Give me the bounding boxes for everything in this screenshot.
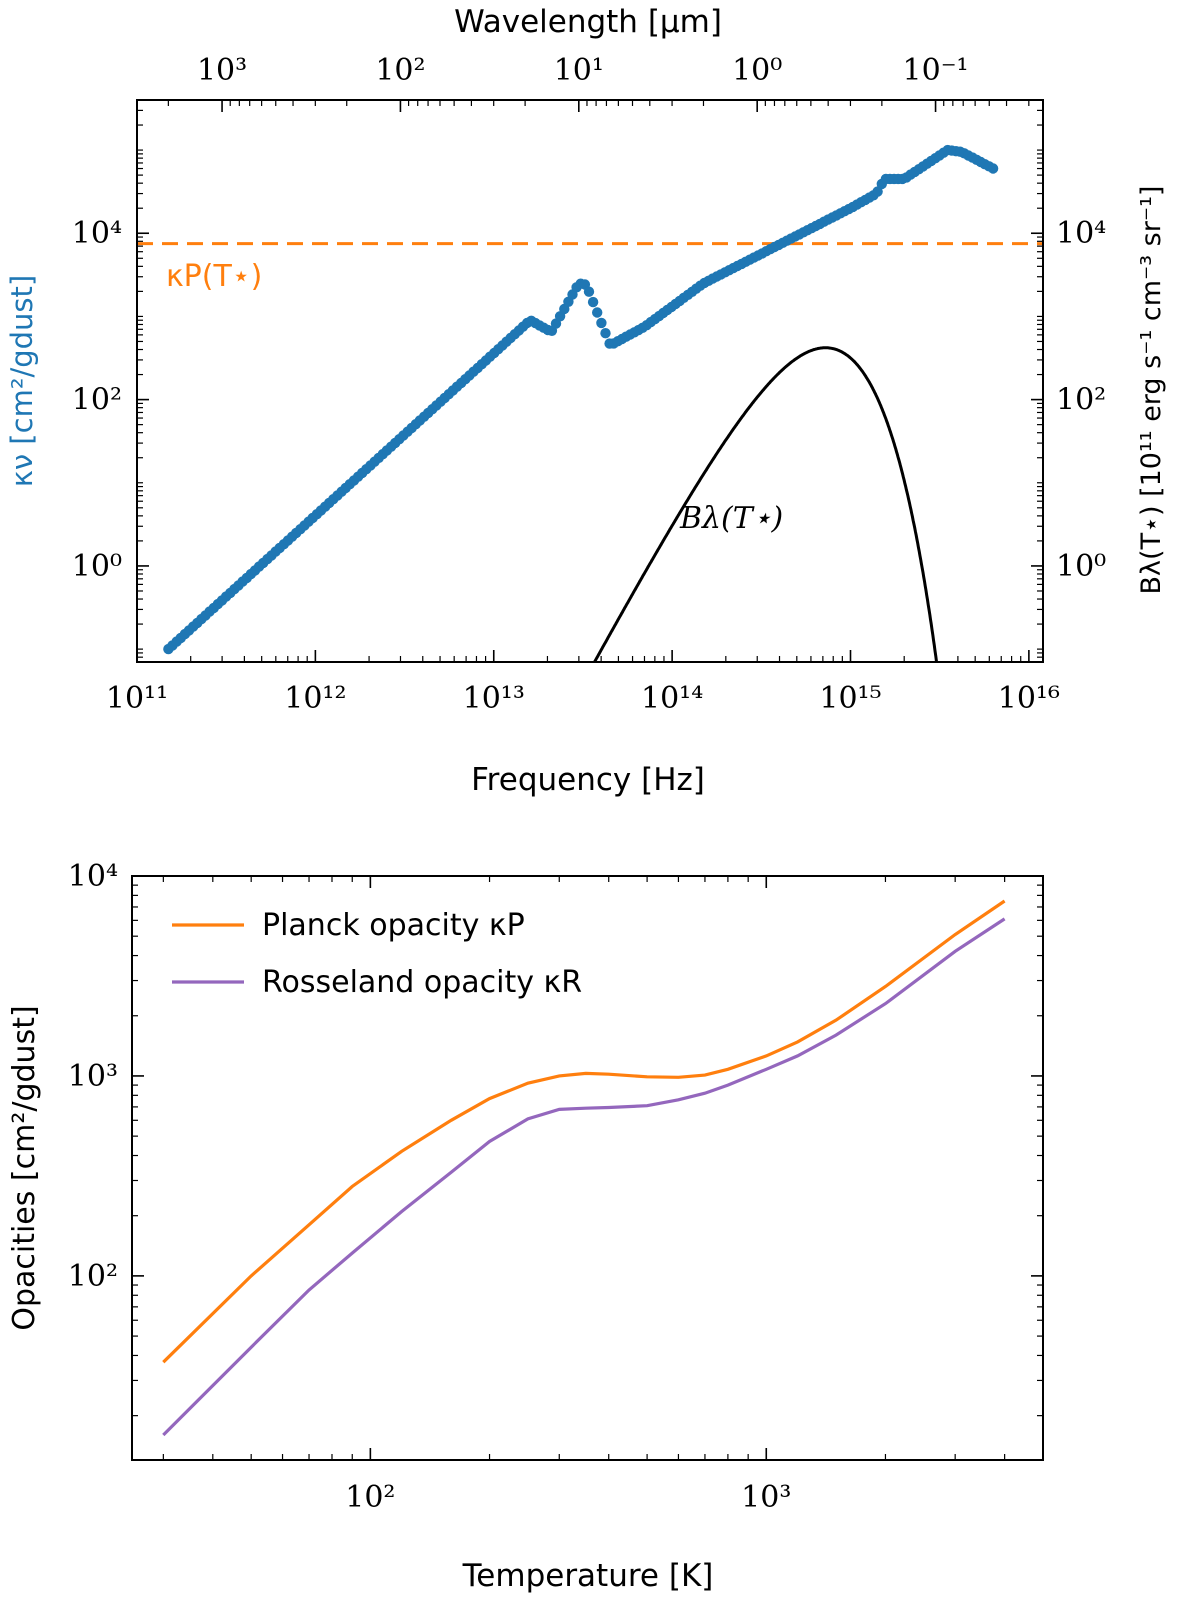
rosseland-opacity-line xyxy=(162,917,1006,1437)
top-tick-label: 10² xyxy=(375,53,425,88)
top-plot-frame xyxy=(136,99,1044,663)
legend: Planck opacity κP Rosseland opacity κR xyxy=(172,908,582,1000)
y-tick-label-right: 10² xyxy=(1056,383,1106,418)
top-axis-ticks: 10³ 10² 10¹ 10⁰ 10⁻¹ xyxy=(167,53,1030,112)
kappa-point xyxy=(596,317,607,329)
top-tick-label: 10⁻¹ xyxy=(903,53,969,88)
x-tick-label: 10¹⁵ xyxy=(819,681,881,716)
kappa-p-annotation: κP(T⋆) xyxy=(166,259,262,294)
y-axis-label-right: Bλ(T⋆) [10¹¹ erg s⁻¹ cm⁻³ sr⁻¹] xyxy=(1136,186,1167,595)
top-tick-label: 10⁰ xyxy=(732,53,782,88)
y-tick-label: 10³ xyxy=(68,1059,118,1094)
legend-label-planck: Planck opacity κP xyxy=(262,908,525,943)
y-tick-label-right: 10⁰ xyxy=(1056,549,1106,584)
y-axis-ticks: 10² 10³ 10⁴ xyxy=(68,859,1043,1417)
x-tick-label: 10¹⁴ xyxy=(641,681,703,716)
x-axis-label: Frequency [Hz] xyxy=(471,762,705,798)
kappa-point xyxy=(587,296,599,308)
kappa-point xyxy=(600,328,611,339)
x-tick-label: 10¹⁶ xyxy=(998,681,1060,716)
kappa-nu-points xyxy=(163,144,999,655)
y-axis-label-left: κν [cm²/gdust] xyxy=(5,275,39,487)
b-lambda-annotation: Bλ(T⋆) xyxy=(679,501,783,536)
x-tick-label: 10¹² xyxy=(284,681,346,716)
kappa-point xyxy=(583,286,595,297)
y-axis-label: Opacities [cm²/gdust] xyxy=(7,1005,42,1330)
kappa-point xyxy=(592,307,603,318)
x-axis-label: Temperature [K] xyxy=(462,1558,714,1594)
kappa-point xyxy=(872,186,883,197)
top-axis-label: Wavelength [μm] xyxy=(454,4,722,40)
y-axis-ticks: 10⁰ 10⁰ 10² 10² 10⁴ 10⁴ xyxy=(72,99,1106,663)
top-tick-label: 10¹ xyxy=(554,53,604,88)
planck-curve xyxy=(592,346,939,662)
bottom-plot-frame xyxy=(131,875,1044,1461)
y-tick-label: 10² xyxy=(68,1259,118,1294)
x-axis-ticks: 10¹¹ 10¹² 10¹³ 10¹⁴ 10¹⁵ 10¹⁶ xyxy=(106,650,1060,716)
top-tick-label: 10³ xyxy=(197,53,247,88)
y-tick-label: 10⁰ xyxy=(72,549,122,584)
bottom-panel: 10² 10³ 10² 10³ 10⁴ Planck opacity κP Rosse… xyxy=(7,859,1044,1594)
x-tick-label: 10¹¹ xyxy=(106,681,168,716)
plot-area xyxy=(162,899,1006,1437)
y-tick-label: 10⁴ xyxy=(72,216,122,251)
x-tick-label: 10² xyxy=(345,1480,395,1515)
top-panel: Wavelength [μm] 10³ 10² 10¹ 10⁰ 10⁻¹ 10¹¹ 10¹… xyxy=(5,4,1167,798)
x-tick-label: 10¹³ xyxy=(463,681,525,716)
y-tick-label: 10² xyxy=(72,383,122,418)
plot-area xyxy=(137,144,1043,662)
planck-opacity-line xyxy=(162,899,1006,1364)
kappa-point xyxy=(987,163,999,174)
y-tick-label: 10⁴ xyxy=(68,859,118,894)
x-tick-label: 10³ xyxy=(741,1480,791,1515)
legend-label-rosseland: Rosseland opacity κR xyxy=(262,965,582,1000)
y-tick-label-right: 10⁴ xyxy=(1056,216,1106,251)
